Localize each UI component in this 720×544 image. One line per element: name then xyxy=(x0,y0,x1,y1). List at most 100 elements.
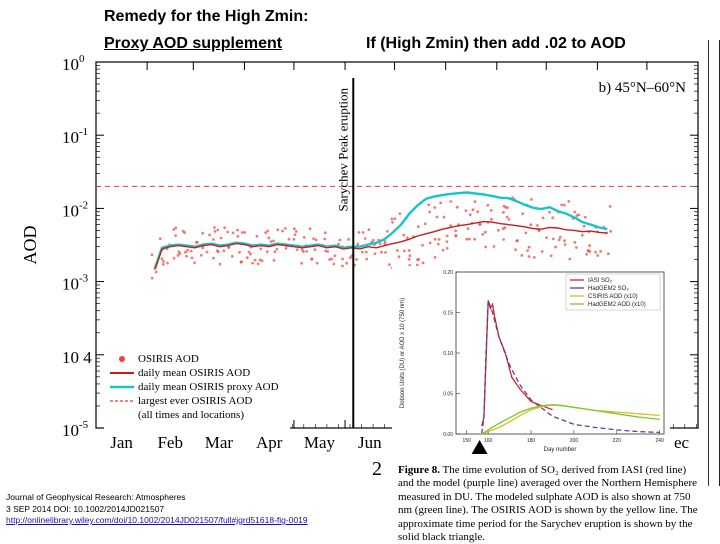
osiris-aod-point xyxy=(449,224,452,227)
osiris-aod-point xyxy=(341,264,344,268)
osiris-aod-point xyxy=(300,248,304,252)
osiris-aod-point xyxy=(215,249,219,253)
osiris-aod-point xyxy=(160,257,164,260)
osiris-aod-point xyxy=(583,215,587,219)
osiris-aod-point xyxy=(391,220,394,224)
osiris-aod-point xyxy=(541,216,545,220)
osiris-aod-point xyxy=(273,250,277,254)
inset-x-label: Day number xyxy=(544,447,577,453)
osiris-aod-point xyxy=(355,258,358,261)
osiris-aod-point xyxy=(454,234,458,238)
inset-hadgem-so2-line xyxy=(481,300,660,435)
osiris-aod-point xyxy=(582,224,586,228)
osiris-aod-point xyxy=(599,249,602,253)
osiris-aod-point xyxy=(269,240,273,244)
osiris-aod-point xyxy=(338,238,342,242)
osiris-aod-point xyxy=(384,251,387,254)
osiris-aod-point xyxy=(363,237,367,240)
osiris-aod-point xyxy=(162,260,165,263)
osiris-aod-point xyxy=(586,249,590,253)
slide-marker: 2 xyxy=(372,458,382,480)
osiris-aod-point xyxy=(560,203,564,207)
osiris-aod-point xyxy=(529,223,533,227)
osiris-aod-point xyxy=(166,261,169,265)
osiris-aod-point xyxy=(530,198,533,201)
osiris-aod-point xyxy=(361,250,364,254)
osiris-aod-point xyxy=(408,254,412,258)
citation-link[interactable]: http://onlinelibrary.wiley.com/doi/10.10… xyxy=(6,515,308,525)
osiris-aod-point xyxy=(308,227,312,231)
proxy-aod-line xyxy=(154,191,608,268)
y-tick-label: 100 xyxy=(62,53,85,74)
osiris-aod-point xyxy=(347,238,350,241)
inset-y-tick-label: 0.00 xyxy=(443,432,453,438)
osiris-aod-point xyxy=(536,224,539,227)
eruption-label: Sarychev Peak eruption xyxy=(335,88,350,212)
y-tick-label: 10-3 xyxy=(62,273,89,294)
osiris-aod-point xyxy=(421,243,424,247)
osiris-aod-point xyxy=(341,257,344,261)
osiris-aod-point xyxy=(492,245,496,248)
osiris-aod-point xyxy=(481,232,485,236)
x-month-label: Jan xyxy=(110,433,133,452)
osiris-aod-point xyxy=(504,205,507,209)
osiris-aod-point xyxy=(243,231,247,234)
osiris-aod-point xyxy=(428,210,432,214)
osiris-aod-point xyxy=(184,250,187,254)
osiris-aod-point xyxy=(332,262,336,266)
osiris-aod-point xyxy=(388,263,391,266)
osiris-aod-point xyxy=(427,203,431,207)
osiris-aod-point xyxy=(478,223,481,226)
osiris-aod-point xyxy=(548,210,551,214)
osiris-aod-point xyxy=(416,225,420,229)
main-chart-legend: OSIRIS AOD daily mean OSIRIS AOD daily m… xyxy=(104,348,290,434)
osiris-aod-point xyxy=(305,250,309,253)
y-tick-label: 10-5 xyxy=(62,419,89,440)
osiris-aod-point xyxy=(476,210,480,214)
osiris-aod-point xyxy=(294,230,298,233)
inset-hadgem-aod-line xyxy=(481,404,660,435)
osiris-aod-point xyxy=(594,250,597,254)
osiris-aod-point xyxy=(378,242,382,246)
osiris-aod-point xyxy=(385,230,389,233)
panel-label: b) 45°N–60°N xyxy=(599,80,687,96)
osiris-aod-point xyxy=(563,243,567,246)
osiris-aod-point xyxy=(473,200,477,204)
osiris-aod-point xyxy=(253,258,257,262)
osiris-aod-point xyxy=(524,231,528,235)
osiris-aod-point xyxy=(185,254,188,258)
osiris-aod-point xyxy=(439,201,443,205)
slide-title-line1: Remedy for the High Zmin: xyxy=(104,8,309,25)
osiris-aod-point xyxy=(373,252,377,256)
osiris-aod-point xyxy=(407,257,411,261)
citation-doi: 3 SEP 2014 DOI: 10.1002/2014JD021507 xyxy=(6,503,165,514)
osiris-aod-point xyxy=(468,237,471,241)
inset-x-tick-label: 150 xyxy=(463,438,472,444)
osiris-aod-point xyxy=(473,237,477,241)
osiris-aod-point xyxy=(326,250,330,254)
osiris-aod-point xyxy=(588,244,591,248)
osiris-aod-point xyxy=(558,235,562,239)
osiris-aod-point xyxy=(172,256,176,260)
osiris-aod-point xyxy=(223,226,227,230)
osiris-aod-point xyxy=(356,242,360,246)
osiris-aod-point xyxy=(423,222,427,226)
osiris-aod-point xyxy=(345,261,349,265)
osiris-aod-point xyxy=(174,226,178,230)
osiris-aod-point xyxy=(312,237,315,241)
osiris-aod-point xyxy=(150,276,154,280)
osiris-aod-point xyxy=(158,237,162,241)
osiris-aod-point xyxy=(240,231,244,234)
osiris-aod-point xyxy=(195,241,198,244)
osiris-aod-point xyxy=(213,230,217,233)
osiris-aod-point xyxy=(484,230,487,234)
osiris-aod-point xyxy=(437,238,441,241)
osiris-aod-point xyxy=(497,228,500,232)
osiris-aod-point xyxy=(573,241,577,244)
legend-all-times-label: (all times and locations) xyxy=(138,409,244,421)
x-month-label: Jun xyxy=(358,433,382,452)
caption-label: Figure 8. xyxy=(398,464,440,476)
osiris-aod-point xyxy=(258,258,262,262)
inset-x-tick-label: 220 xyxy=(613,438,622,444)
osiris-aod-point xyxy=(580,233,584,237)
